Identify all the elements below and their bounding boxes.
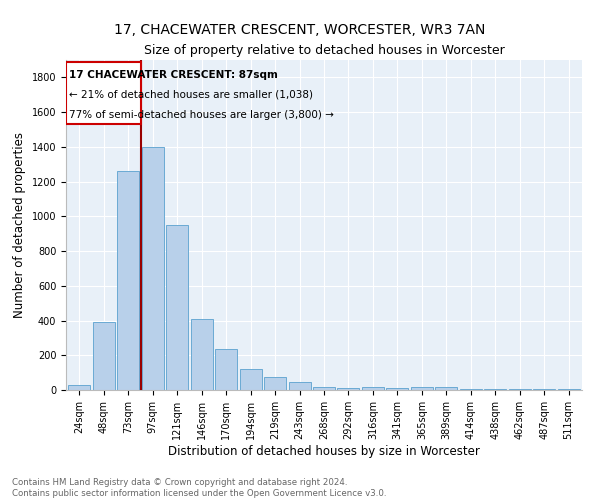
Bar [460,389,482,390]
Bar [313,386,335,390]
Text: 77% of semi-detached houses are larger (3,800) →: 77% of semi-detached houses are larger (… [69,110,334,120]
Bar [509,389,530,390]
Bar [533,389,555,390]
Bar [362,388,384,390]
Title: Size of property relative to detached houses in Worcester: Size of property relative to detached ho… [143,44,505,58]
Bar [557,389,580,390]
Text: Contains HM Land Registry data © Crown copyright and database right 2024.
Contai: Contains HM Land Registry data © Crown c… [12,478,386,498]
Bar [93,322,115,390]
Y-axis label: Number of detached properties: Number of detached properties [13,132,26,318]
Text: 17, CHACEWATER CRESCENT, WORCESTER, WR3 7AN: 17, CHACEWATER CRESCENT, WORCESTER, WR3 … [115,22,485,36]
Bar [215,349,237,390]
Text: ← 21% of detached houses are smaller (1,038): ← 21% of detached houses are smaller (1,… [69,90,313,100]
FancyBboxPatch shape [66,62,140,124]
Bar [484,389,506,390]
Bar [411,388,433,390]
Text: 17 CHACEWATER CRESCENT: 87sqm: 17 CHACEWATER CRESCENT: 87sqm [69,70,278,81]
Bar [289,382,311,390]
Bar [68,385,91,390]
Bar [435,388,457,390]
Bar [386,388,409,390]
X-axis label: Distribution of detached houses by size in Worcester: Distribution of detached houses by size … [168,444,480,458]
Bar [166,225,188,390]
Bar [118,171,139,390]
Bar [264,377,286,390]
Bar [337,388,359,390]
Bar [191,319,213,390]
Bar [142,147,164,390]
Bar [239,369,262,390]
